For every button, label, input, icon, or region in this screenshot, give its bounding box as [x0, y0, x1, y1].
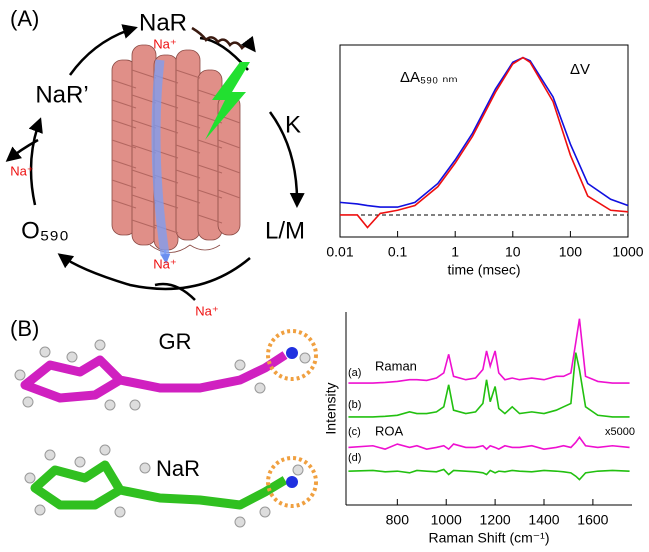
protein [111, 44, 241, 253]
series-line [348, 352, 630, 418]
series-line [348, 318, 630, 384]
panel-label: (A) [10, 6, 39, 31]
ion-label: Na⁺ [195, 303, 218, 318]
x-tick-label: 1200 [480, 512, 511, 528]
y-axis-title: Intensity [323, 382, 339, 434]
annotation: x5000 [605, 426, 635, 438]
x-tick-label: 1000 [612, 244, 643, 260]
ion-label: Na⁺ [153, 256, 176, 271]
x-axis-title: Raman Shift (cm⁻¹) [429, 530, 550, 546]
state-label: L/M [265, 217, 305, 244]
ion-path [151, 59, 170, 256]
ion-label: Na⁺ [153, 36, 176, 51]
series-line [348, 435, 630, 451]
series-line [339, 56, 629, 208]
series-line [340, 56, 629, 229]
series-label: ΔA₅₉₀ ₙₘ [400, 69, 458, 86]
series-label: (b) [348, 399, 361, 411]
ion-label: Na⁺ [10, 163, 33, 178]
state-label: NaR’ [35, 81, 88, 108]
series-label: (c) [348, 426, 361, 438]
ion-path-arrow [160, 249, 171, 264]
x-tick-label: 1000 [431, 512, 462, 528]
x-tick-label: 0.01 [326, 244, 353, 260]
annotation: Raman [375, 358, 417, 373]
molecule-label: GR [159, 329, 192, 354]
series-label: (a) [348, 367, 361, 379]
plot-frame [339, 44, 629, 238]
x-tick-label: 100 [559, 244, 583, 260]
cycle-arrows [5, 24, 305, 301]
x-axis-title: time (msec) [447, 262, 520, 278]
x-tick-label: 10 [505, 244, 521, 260]
helix-pattern [111, 69, 241, 234]
series-line [348, 468, 630, 481]
x-tick-label: 1 [451, 244, 459, 260]
x-tick-label: 800 [386, 512, 410, 528]
x-tick-label: 1600 [577, 512, 608, 528]
series-label: ΔV [570, 61, 590, 78]
molecule-label: NaR [156, 456, 200, 481]
state-label: O₅₉₀ [21, 217, 69, 244]
gr-molecule [14, 329, 318, 411]
nar-molecule [24, 444, 318, 528]
series-label: (d) [348, 452, 361, 464]
panel-label: (B) [10, 316, 39, 341]
state-label: K [285, 111, 301, 138]
state-label: NaR [139, 9, 187, 36]
x-tick-label: 1400 [528, 512, 559, 528]
lightning [205, 62, 250, 140]
x-tick-label: 0.1 [388, 244, 408, 260]
light-arrow [191, 26, 256, 53]
annotation: ROA [375, 423, 404, 438]
